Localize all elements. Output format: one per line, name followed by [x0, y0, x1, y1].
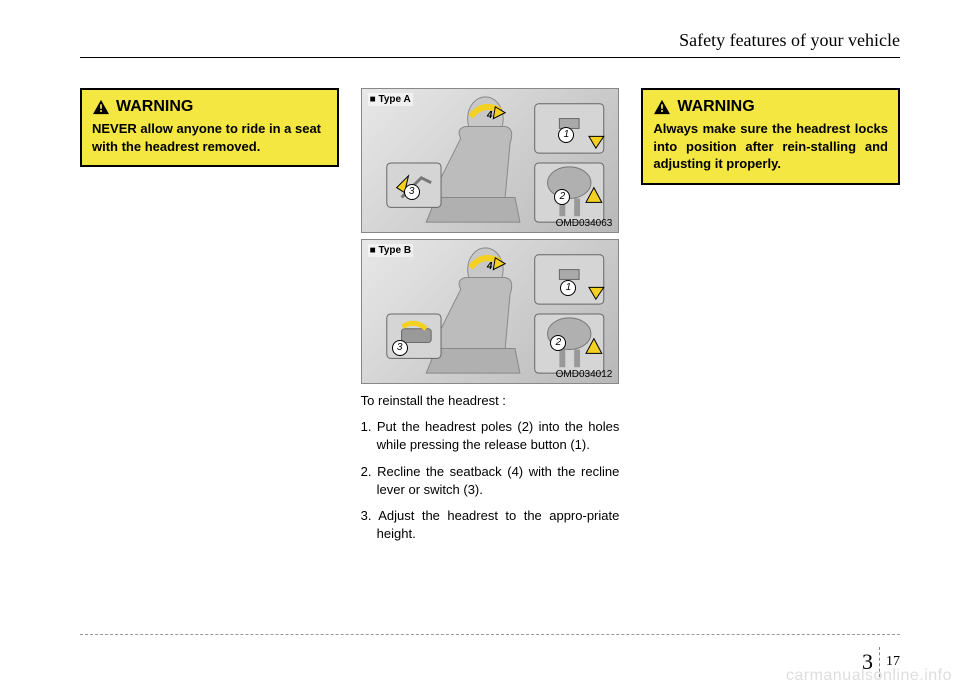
- warning-box-left: WARNING NEVER allow anyone to ride in a …: [80, 88, 339, 167]
- callout-3a: 3: [404, 184, 420, 200]
- callout-4b: 4: [482, 260, 498, 276]
- warning-icon: [92, 99, 110, 115]
- warning-icon: [653, 99, 671, 115]
- figure-type-b: ■ Type B OMD034012 1 2 3 4: [361, 239, 620, 384]
- section-title: Safety features of your vehicle: [679, 30, 900, 50]
- step-1: 1. Put the headrest poles (2) into the h…: [361, 418, 620, 454]
- instructions: To reinstall the headrest : 1. Put the h…: [361, 392, 620, 543]
- warning-body-right: Always make sure the headrest locks into…: [653, 120, 888, 173]
- center-column: ■ Type A OMD034063 1 2 3 4: [361, 88, 620, 551]
- warning-body-left: NEVER allow anyone to ride in a seat wit…: [92, 120, 327, 155]
- step-2: 2. Recline the seatback (4) with the rec…: [361, 463, 620, 499]
- intro-text: To reinstall the headrest :: [361, 392, 620, 410]
- warning-header-right: WARNING: [653, 98, 888, 116]
- left-column: WARNING NEVER allow anyone to ride in a …: [80, 88, 339, 551]
- figure-a-type-label: ■ Type A: [368, 93, 413, 106]
- figure-b-code: OMD034012: [556, 369, 613, 380]
- callout-3b: 3: [392, 340, 408, 356]
- page: Safety features of your vehicle WARNING …: [0, 0, 960, 689]
- content-columns: WARNING NEVER allow anyone to ride in a …: [80, 88, 900, 551]
- warning-label-right: WARNING: [677, 98, 754, 116]
- figure-a-code: OMD034063: [556, 218, 613, 229]
- warning-label: WARNING: [116, 98, 193, 116]
- warning-box-right: WARNING Always make sure the headrest lo…: [641, 88, 900, 185]
- warning-header: WARNING: [92, 98, 327, 116]
- page-header: Safety features of your vehicle: [80, 30, 900, 58]
- right-column: WARNING Always make sure the headrest lo…: [641, 88, 900, 551]
- figure-type-a: ■ Type A OMD034063 1 2 3 4: [361, 88, 620, 233]
- footer-rule: [80, 634, 900, 635]
- step-3: 3. Adjust the headrest to the appro-pria…: [361, 507, 620, 543]
- figure-b-type-label: ■ Type B: [368, 244, 413, 257]
- watermark: carmanualsonline.info: [786, 667, 952, 685]
- callout-4a: 4: [482, 109, 498, 125]
